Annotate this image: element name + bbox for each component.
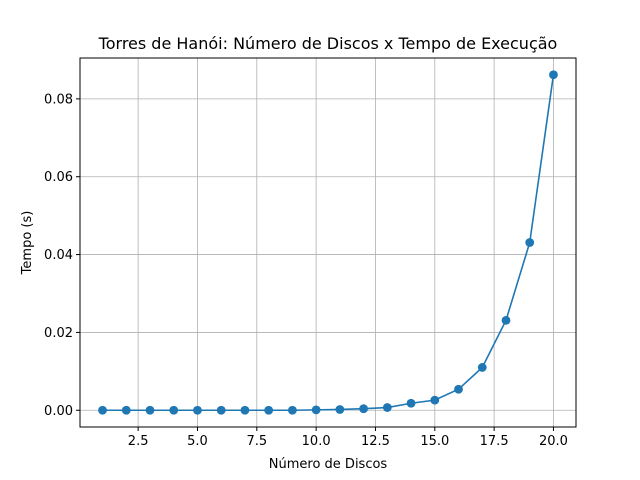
data-point	[288, 405, 297, 415]
tick-layer: 2.5 5.0 7.5 10.0 12.5 15.0 17.5 20.0 0.00 0.02 0.0…	[44, 92, 568, 449]
x-tick-label: 10.0	[302, 434, 331, 449]
y-tick-label: 0.06	[44, 170, 73, 185]
data-point	[169, 405, 179, 415]
data-point	[406, 398, 416, 408]
data-point	[382, 403, 392, 412]
x-tick-label: 5.0	[187, 434, 208, 449]
x-tick-label: 17.5	[480, 434, 509, 449]
x-tick-label: 20.0	[539, 434, 568, 449]
data-point	[216, 405, 226, 415]
axes-frame	[79, 57, 577, 428]
x-tick-label: 12.5	[361, 434, 390, 449]
data-point	[359, 404, 368, 414]
x-tick-label: 15.0	[420, 434, 449, 449]
y-tick-label: 0.02	[44, 326, 73, 341]
data-point	[145, 405, 155, 415]
series-layer	[98, 70, 558, 415]
data-point	[454, 384, 463, 394]
y-tick-label: 0.08	[44, 92, 73, 107]
data-point	[121, 405, 131, 415]
y-tick-label: 0.00	[44, 404, 73, 419]
chart-title: Torres de Hanói: Número de Discos x Temp…	[98, 34, 558, 53]
data-point	[525, 238, 535, 247]
data-point	[477, 363, 487, 372]
data-point	[311, 405, 321, 415]
data-point	[98, 405, 107, 415]
x-axis-label: Número de Discos	[269, 457, 388, 472]
y-tick-label: 0.04	[44, 248, 73, 263]
y-axis-label: Tempo (s)	[20, 211, 35, 276]
data-point	[193, 405, 202, 415]
data-point	[549, 70, 558, 80]
data-point	[430, 395, 440, 405]
data-point	[335, 405, 345, 414]
data-point	[240, 405, 250, 415]
data-point	[264, 405, 274, 415]
x-tick-label: 2.5	[128, 434, 149, 449]
x-tick-label: 7.5	[246, 434, 267, 449]
data-point	[501, 315, 511, 325]
